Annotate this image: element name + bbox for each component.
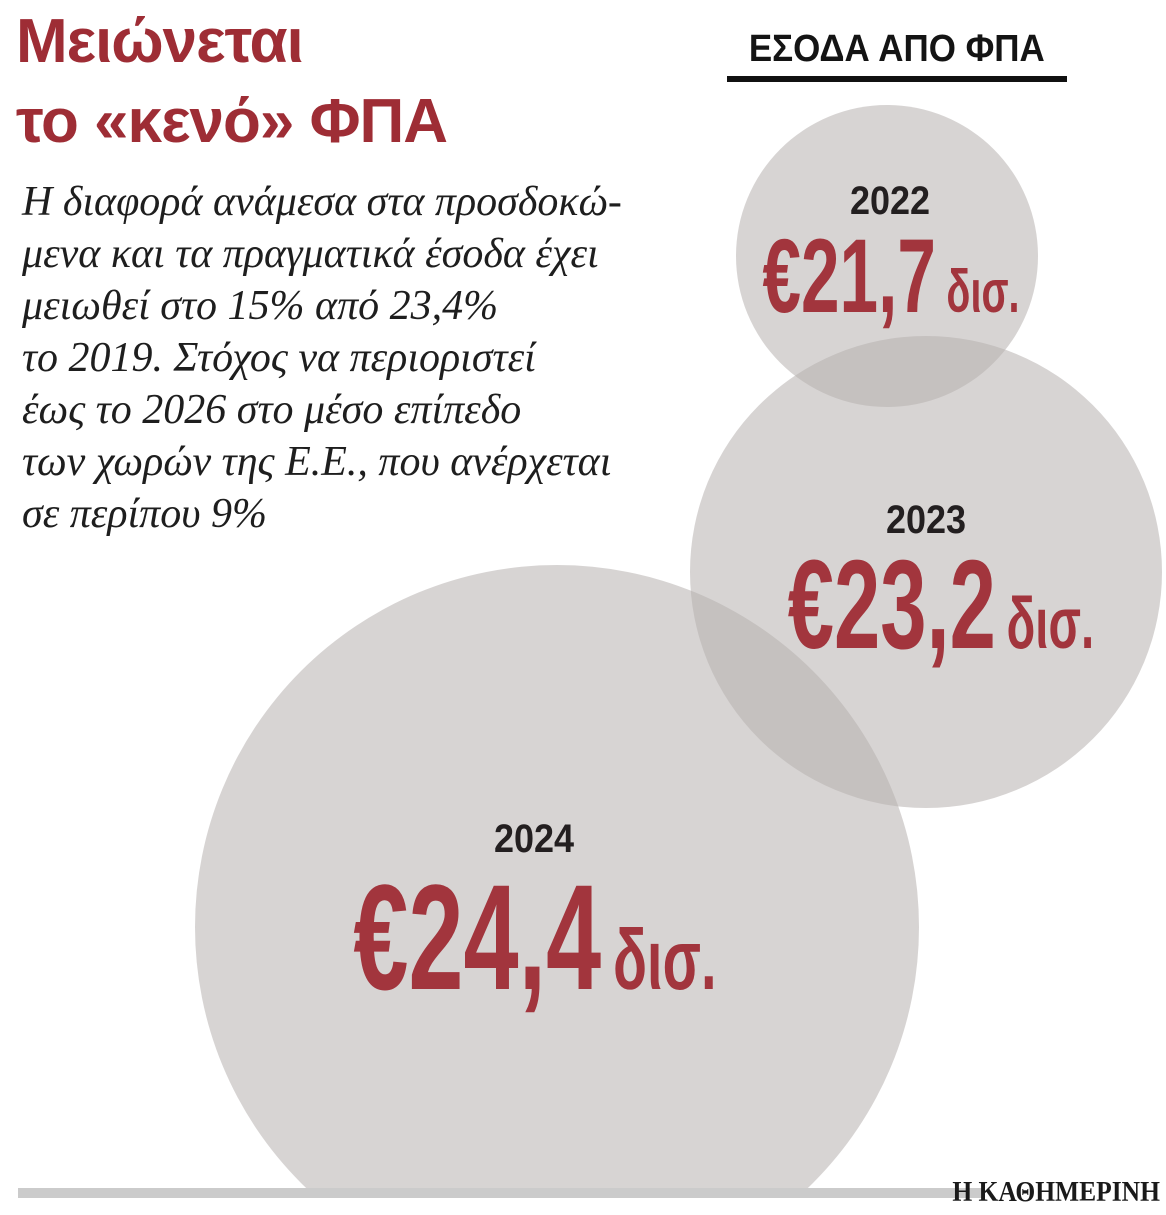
footer-divider bbox=[18, 1188, 983, 1198]
bubble-2023-value: €23,2 δισ. bbox=[743, 542, 1139, 668]
bubble-2024-value: €24,4 δισ. bbox=[337, 862, 733, 1012]
bubble-2023-amount: €23,2 bbox=[787, 534, 996, 675]
bubble-2022-year-label: 2022 bbox=[849, 179, 931, 223]
bubble-2022-amount: €21,7 bbox=[762, 218, 936, 335]
bubble-chart-area: 2022 €21,7 δισ. 2023 €23,2 δισ. 2024 €24… bbox=[195, 105, 1162, 1188]
bubble-2022-value: €21,7 δισ. bbox=[693, 224, 1089, 329]
bubble-2022-unit: δισ. bbox=[946, 258, 1020, 325]
chart-title: ΕΣΟΔΑ ΑΠΟ ΦΠΑ bbox=[727, 28, 1067, 82]
bubble-2024-year-label: 2024 bbox=[493, 817, 575, 861]
bubble-2023-circle bbox=[690, 336, 1162, 808]
newspaper-logo: Η ΚΑΘΗΜΕΡΙΝΗ bbox=[952, 1176, 1160, 1208]
bubble-2024-unit: δισ. bbox=[613, 913, 717, 1008]
intro-paragraph: Η διαφορά ανάμεσα στα προσδοκώ- μενα και… bbox=[22, 179, 622, 537]
chart-title-text: ΕΣΟΔΑ ΑΠΟ ΦΠΑ bbox=[749, 28, 1045, 70]
page-title: Μειώνεται το «κενό» ΦΠΑ bbox=[16, 7, 448, 156]
bubble-2023-unit: δισ. bbox=[1006, 584, 1095, 664]
bubble-2023-year-label: 2023 bbox=[885, 498, 967, 542]
bubble-2022-circle bbox=[736, 105, 1038, 407]
bubble-2024-amount: €24,4 bbox=[353, 853, 602, 1021]
